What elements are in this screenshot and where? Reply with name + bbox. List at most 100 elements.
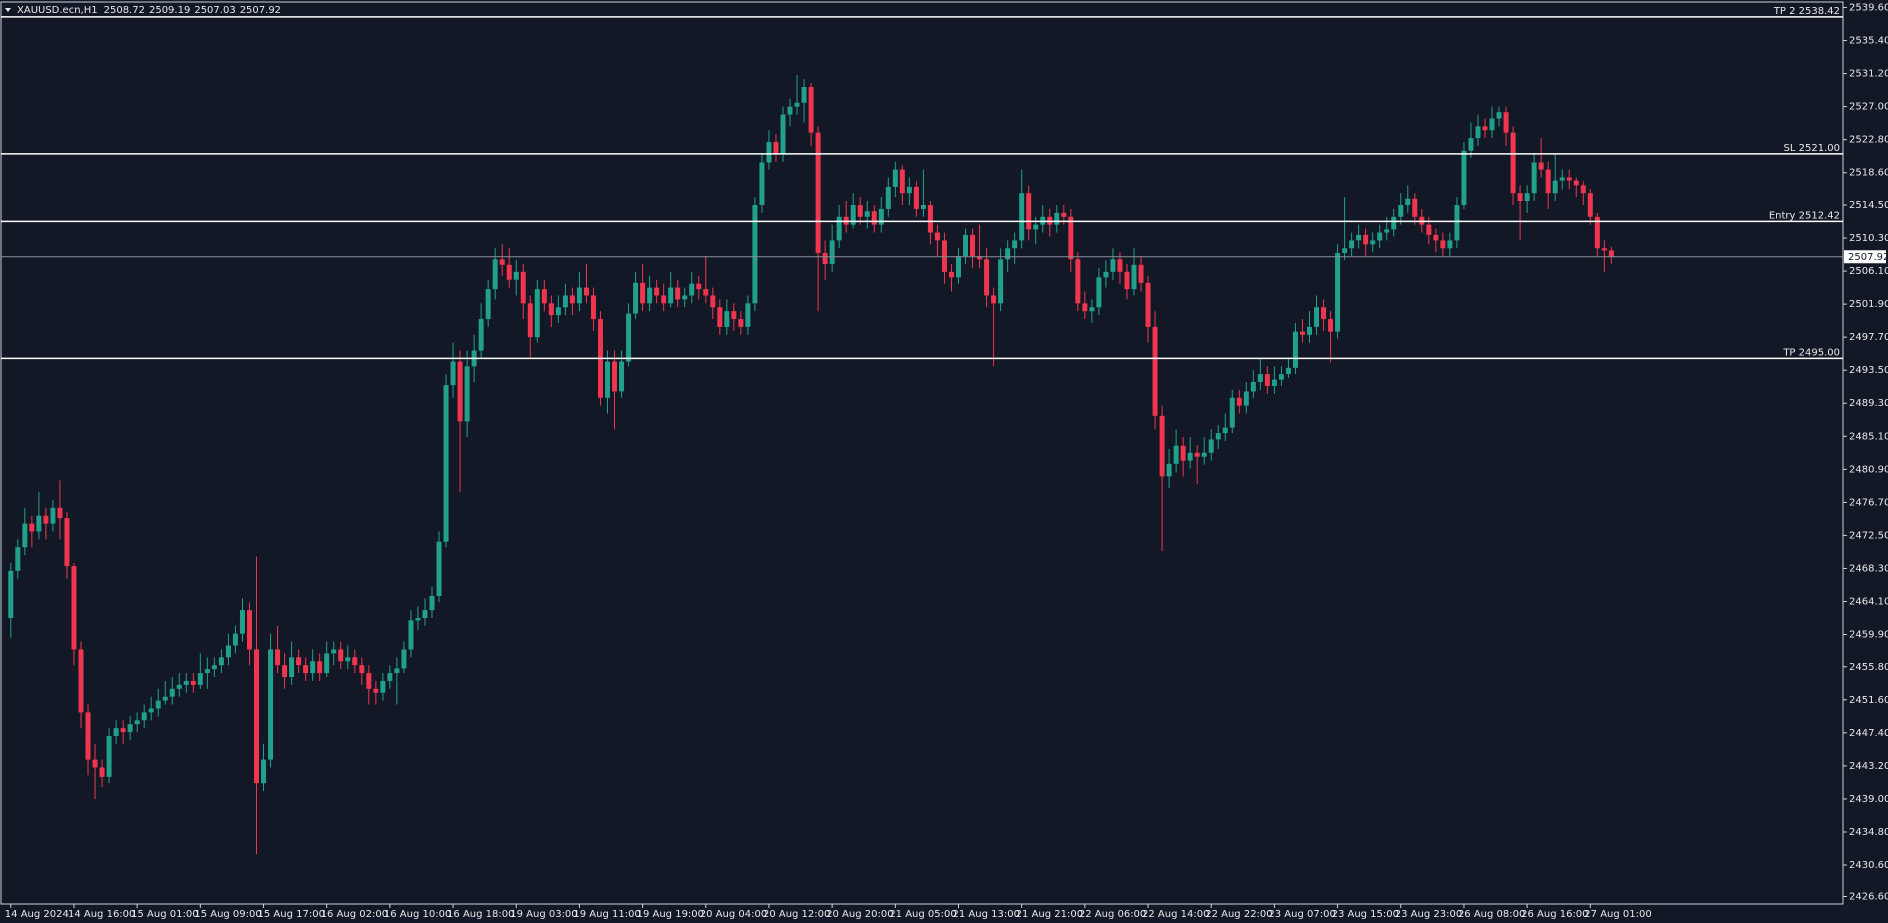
candle-body	[970, 234, 976, 257]
candle-body	[696, 283, 702, 290]
candle-body	[1208, 439, 1214, 453]
candle-body	[1236, 397, 1242, 406]
price-box	[1844, 250, 1886, 264]
x-tick-label: 27 Aug 01:00	[1584, 909, 1651, 920]
candle-body	[1335, 252, 1341, 332]
candle-body	[162, 696, 168, 701]
candle-body	[211, 665, 217, 670]
candle-body	[345, 657, 351, 662]
candle-body	[225, 645, 231, 658]
candle-body	[71, 566, 77, 650]
candle-body	[1201, 452, 1207, 457]
y-tick-label: 2535.40	[1849, 36, 1888, 47]
candle-body	[934, 232, 940, 241]
y-tick-label: 2472.50	[1849, 530, 1888, 541]
candle-body	[436, 541, 442, 596]
candle-body	[1110, 259, 1116, 272]
candle-body	[1271, 379, 1277, 386]
x-tick-label: 20 Aug 12:00	[763, 909, 830, 920]
candle-body	[850, 204, 856, 225]
candle-body	[569, 295, 575, 304]
candle-body	[1566, 177, 1572, 181]
candle-body	[977, 256, 983, 260]
candle-body	[682, 295, 688, 300]
candle-body	[984, 259, 990, 296]
candle-body	[1363, 234, 1369, 245]
candle-body	[1054, 212, 1060, 225]
candle-body	[717, 307, 723, 327]
candle-body	[57, 507, 63, 519]
candle-body	[1412, 198, 1418, 217]
candle-body	[64, 518, 70, 567]
candle-body	[745, 303, 751, 327]
candle-body	[885, 186, 891, 209]
y-tick-label: 2451.60	[1849, 695, 1888, 706]
candle-body	[232, 633, 238, 646]
x-tick-label: 22 Aug 14:00	[1142, 909, 1209, 920]
candle-body	[113, 728, 119, 737]
x-tick-label: 19 Aug 03:00	[510, 909, 577, 920]
y-tick-label: 2518.60	[1849, 168, 1888, 179]
candle-body	[85, 712, 91, 760]
candle-body	[183, 680, 189, 685]
y-tick-label: 2497.70	[1849, 332, 1888, 343]
y-tick-label: 2531.20	[1849, 69, 1888, 80]
candle-body	[1222, 427, 1228, 434]
candle-body	[998, 259, 1004, 304]
candle-body	[359, 665, 365, 674]
y-tick-label: 2434.80	[1849, 827, 1888, 838]
y-tick-label: 2447.40	[1849, 728, 1888, 739]
candle-body	[808, 86, 814, 133]
candle-body	[1131, 264, 1137, 290]
candle-body	[1398, 204, 1404, 217]
y-tick-label: 2539.60	[1849, 3, 1888, 14]
candle-body	[443, 385, 449, 542]
level-label: TP 2 2538.42	[1773, 6, 1840, 17]
candle-body	[282, 665, 288, 678]
candle-body	[324, 653, 330, 674]
candle-body	[626, 313, 632, 362]
x-tick-label: 16 Aug 10:00	[384, 909, 451, 920]
candle-body	[759, 162, 765, 205]
candle-body	[654, 287, 660, 296]
candle-body	[541, 289, 547, 304]
candle-body	[766, 142, 772, 163]
candle-body	[492, 259, 498, 290]
candle-body	[590, 295, 596, 320]
candle-body	[1285, 367, 1291, 375]
x-tick-label: 20 Aug 20:00	[826, 909, 893, 920]
candle-body	[633, 282, 639, 314]
candle-body	[878, 208, 884, 225]
y-tick-label: 2493.50	[1849, 365, 1888, 376]
candle-body	[1454, 204, 1460, 241]
candle-body	[485, 289, 491, 320]
candle-body	[1391, 216, 1397, 230]
candle-body	[1173, 445, 1179, 464]
candle-body	[555, 307, 561, 316]
candle-body	[1229, 397, 1235, 428]
candle-body	[1096, 277, 1102, 308]
candle-body	[913, 186, 919, 209]
candle-body	[619, 361, 625, 392]
y-tick-label: 2489.30	[1849, 398, 1888, 409]
candle-body	[1475, 126, 1481, 139]
candle-body	[1587, 193, 1593, 217]
candle-body	[415, 618, 421, 621]
candle-body	[1377, 232, 1383, 241]
candle-body	[647, 287, 653, 304]
candle-body	[239, 610, 245, 634]
y-tick-label: 2514.50	[1849, 200, 1888, 211]
candle-body	[1019, 193, 1025, 241]
x-tick-label: 14 Aug 16:00	[68, 909, 135, 920]
header-value: 2509.19	[149, 5, 190, 16]
y-tick-label: 2455.80	[1849, 662, 1888, 673]
candle-body	[176, 684, 182, 689]
candle-body	[871, 211, 877, 225]
candle-body	[1321, 307, 1327, 320]
candle-body	[1180, 445, 1186, 461]
candle-body	[1370, 240, 1376, 245]
candle-body	[1440, 240, 1446, 249]
candle-body	[275, 649, 281, 666]
candle-body	[429, 595, 435, 611]
candle-body	[787, 106, 793, 115]
